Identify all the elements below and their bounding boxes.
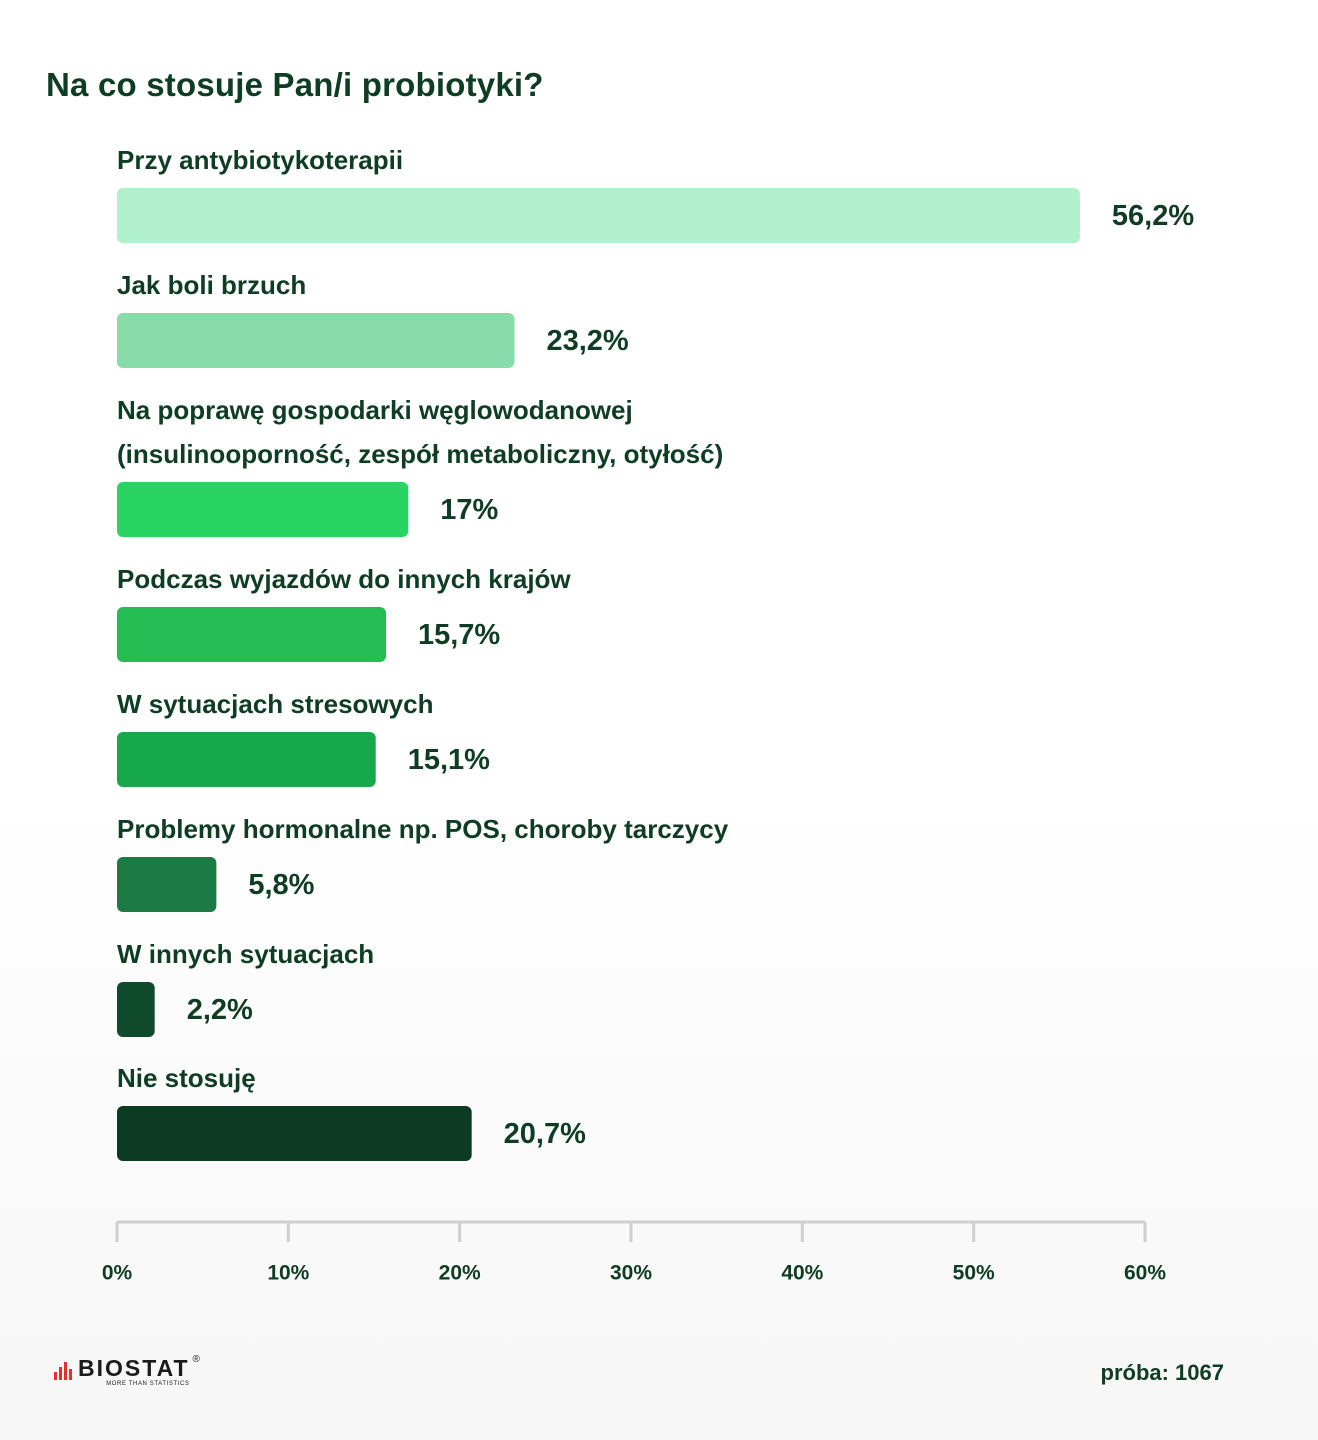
logo-bars-icon xyxy=(54,1360,72,1380)
biostat-logo: BIOSTAT MORE THAN STATISTICS ® xyxy=(54,1354,200,1387)
bar xyxy=(117,982,155,1037)
logo-tagline: MORE THAN STATISTICS xyxy=(106,1381,190,1387)
value-label: 23,2% xyxy=(546,325,628,357)
x-tick-label: 50% xyxy=(953,1262,995,1285)
category-label: W innych sytuacjach xyxy=(117,939,374,969)
bar xyxy=(117,732,376,787)
category-label: Podczas wyjazdów do innych krajów xyxy=(117,564,571,594)
bar xyxy=(117,482,409,537)
value-label: 15,1% xyxy=(408,744,490,776)
category-label: Nie stosuję xyxy=(117,1063,256,1093)
x-tick-label: 30% xyxy=(610,1262,652,1285)
x-tick-label: 20% xyxy=(439,1262,481,1285)
category-label: Problemy hormonalne np. POS, choroby tar… xyxy=(117,814,729,844)
value-label: 17% xyxy=(440,494,498,526)
bar xyxy=(117,857,217,912)
logo-wordmark: BIOSTAT xyxy=(78,1355,190,1381)
category-label: Na poprawę gospodarki węglowodanowej xyxy=(117,395,633,425)
category-label: Przy antybiotykoterapii xyxy=(117,145,403,175)
bar-chart: Przy antybiotykoterapii 56,2% Jak boli brz… xyxy=(102,145,1195,1285)
value-label: 5,8% xyxy=(248,869,314,901)
bar xyxy=(117,607,386,662)
category-label: (insulinooporność, zespół metaboliczny, … xyxy=(117,439,723,469)
x-tick-label: 40% xyxy=(781,1262,823,1285)
category-label: Jak boli brzuch xyxy=(117,270,306,300)
value-label: 56,2% xyxy=(1112,200,1194,232)
x-tick-label: 0% xyxy=(102,1262,133,1285)
bar xyxy=(117,188,1080,243)
sample-size: próba: 1067 xyxy=(1100,1360,1225,1385)
bar xyxy=(117,313,515,368)
x-tick-label: 10% xyxy=(267,1262,309,1285)
value-label: 2,2% xyxy=(187,994,253,1026)
x-tick-label: 60% xyxy=(1124,1262,1166,1285)
category-label: W sytuacjach stresowych xyxy=(117,689,433,719)
value-label: 15,7% xyxy=(418,619,500,651)
bar xyxy=(117,1106,472,1161)
value-label: 20,7% xyxy=(504,1118,586,1150)
chart-title: Na co stosuje Pan/i probiotyki? xyxy=(46,66,544,103)
registered-mark: ® xyxy=(192,1354,200,1365)
